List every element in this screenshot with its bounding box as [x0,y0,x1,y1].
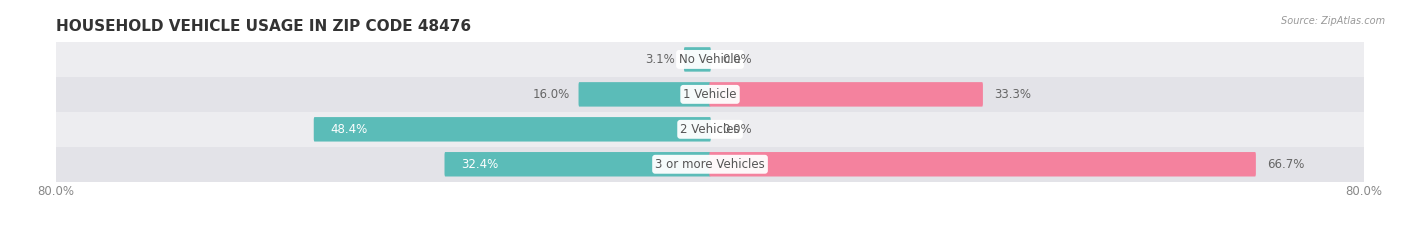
Text: HOUSEHOLD VEHICLE USAGE IN ZIP CODE 48476: HOUSEHOLD VEHICLE USAGE IN ZIP CODE 4847… [56,19,471,34]
FancyBboxPatch shape [314,117,711,142]
FancyBboxPatch shape [709,82,983,107]
FancyBboxPatch shape [578,82,711,107]
Bar [56,147,1364,182]
FancyBboxPatch shape [709,152,1256,177]
Text: 33.3%: 33.3% [994,88,1032,101]
Text: 0.0%: 0.0% [723,53,752,66]
Bar [56,42,1364,77]
Bar [56,77,1364,112]
Text: 16.0%: 16.0% [533,88,569,101]
FancyBboxPatch shape [444,152,711,177]
Bar [56,112,1364,147]
Text: 3.1%: 3.1% [645,53,675,66]
Text: Source: ZipAtlas.com: Source: ZipAtlas.com [1281,16,1385,26]
Text: No Vehicle: No Vehicle [679,53,741,66]
Text: 0.0%: 0.0% [723,123,752,136]
Text: 3 or more Vehicles: 3 or more Vehicles [655,158,765,171]
FancyBboxPatch shape [683,47,711,72]
Text: 1 Vehicle: 1 Vehicle [683,88,737,101]
Text: 66.7%: 66.7% [1267,158,1305,171]
Text: 2 Vehicles: 2 Vehicles [681,123,740,136]
Text: 48.4%: 48.4% [330,123,368,136]
Text: 32.4%: 32.4% [461,158,499,171]
